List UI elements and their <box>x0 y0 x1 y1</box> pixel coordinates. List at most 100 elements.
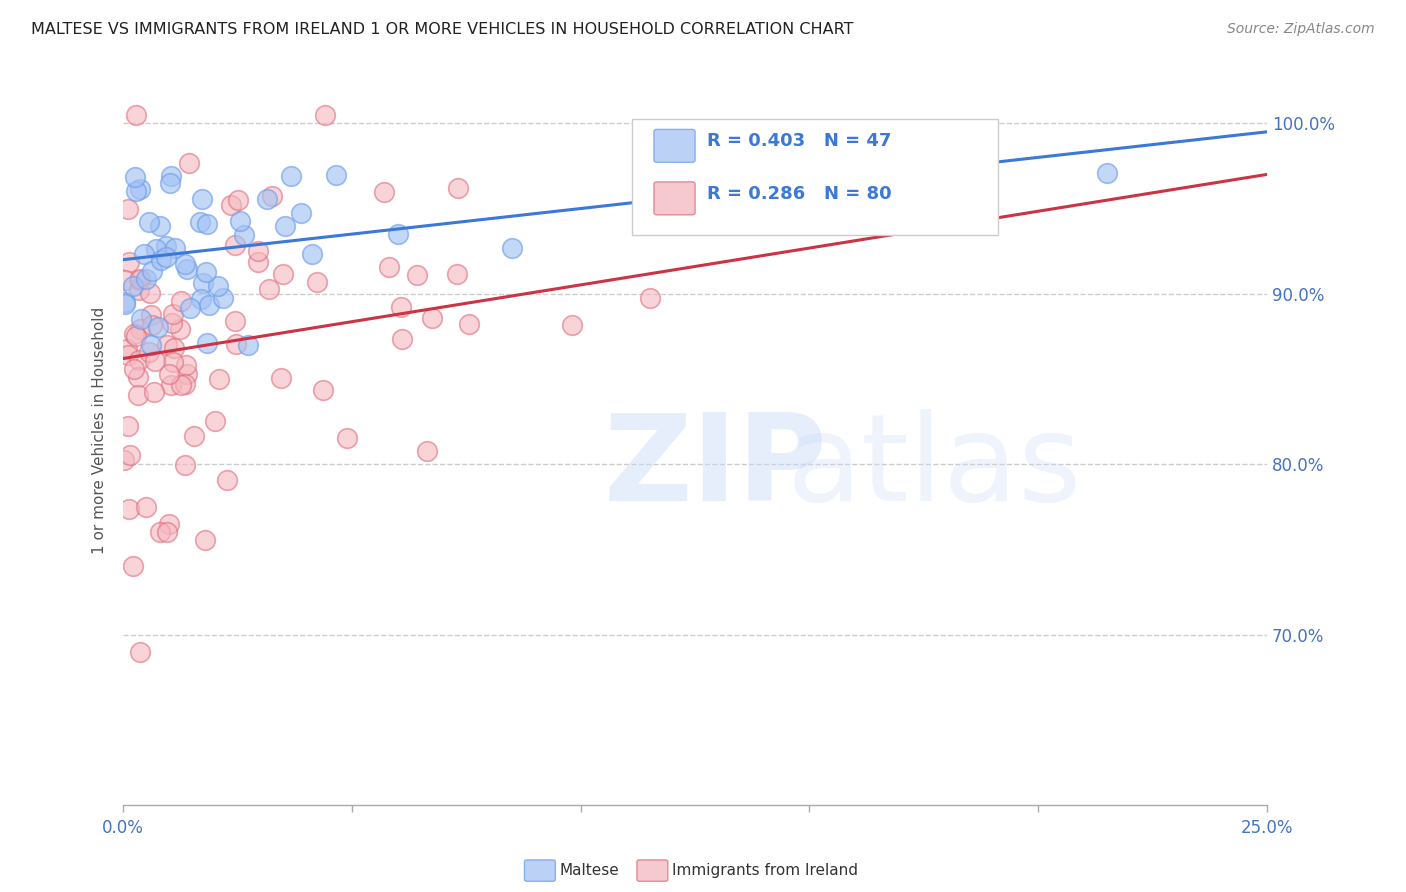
Point <box>163 341 186 355</box>
Point <box>188 215 211 229</box>
Point <box>446 267 468 281</box>
Point <box>204 414 226 428</box>
Point <box>307 275 329 289</box>
Point <box>155 238 177 252</box>
Point <box>139 308 162 322</box>
Point <box>141 338 163 352</box>
Point <box>405 268 427 282</box>
Point <box>173 376 195 391</box>
Point <box>325 168 347 182</box>
Point <box>389 301 412 315</box>
Point <box>238 338 260 352</box>
Point <box>191 192 214 206</box>
Point <box>122 559 145 574</box>
Point <box>176 262 198 277</box>
Point <box>145 242 167 256</box>
Point <box>128 352 150 367</box>
Point <box>143 354 166 368</box>
Point <box>118 254 141 268</box>
Point <box>229 213 252 227</box>
Point <box>247 255 270 269</box>
Point <box>193 277 215 291</box>
Point <box>162 354 184 368</box>
Point <box>257 282 280 296</box>
Point <box>124 185 146 199</box>
Point <box>219 197 242 211</box>
Point <box>314 108 336 122</box>
Point <box>122 361 145 376</box>
Point <box>174 458 197 472</box>
Point <box>127 388 149 402</box>
Point <box>159 176 181 190</box>
Point <box>844 152 866 166</box>
Point <box>122 278 145 293</box>
Point <box>141 318 163 333</box>
Point <box>301 247 323 261</box>
Point <box>256 192 278 206</box>
Text: Immigrants from Ireland: Immigrants from Ireland <box>672 863 858 878</box>
Point <box>128 283 150 297</box>
Point <box>149 525 172 540</box>
Point <box>378 260 401 274</box>
Point <box>157 516 180 531</box>
Point <box>159 377 181 392</box>
Point <box>260 189 283 203</box>
Text: MALTESE VS IMMIGRANTS FROM IRELAND 1 OR MORE VEHICLES IN HOUSEHOLD CORRELATION C: MALTESE VS IMMIGRANTS FROM IRELAND 1 OR … <box>31 22 853 37</box>
Point <box>638 291 661 305</box>
Point <box>211 291 233 305</box>
Point <box>561 318 583 332</box>
Point <box>114 273 136 287</box>
Text: Maltese: Maltese <box>560 863 619 878</box>
Point <box>179 155 201 169</box>
Point <box>194 533 217 548</box>
FancyBboxPatch shape <box>654 129 695 162</box>
Point <box>457 317 479 331</box>
Point <box>207 278 229 293</box>
Point <box>142 385 165 400</box>
Text: ZIP: ZIP <box>603 409 827 526</box>
Point <box>232 228 254 243</box>
Point <box>125 108 148 122</box>
Point <box>501 241 523 255</box>
Text: Source: ZipAtlas.com: Source: ZipAtlas.com <box>1227 22 1375 37</box>
Point <box>125 329 148 343</box>
Point <box>224 238 246 252</box>
Point <box>170 377 193 392</box>
Point <box>247 244 270 259</box>
Point <box>215 473 238 487</box>
Point <box>226 193 249 207</box>
FancyBboxPatch shape <box>633 119 998 235</box>
Point <box>146 319 169 334</box>
Point <box>373 185 395 199</box>
Point <box>117 419 139 434</box>
Text: atlas: atlas <box>786 409 1083 526</box>
Point <box>176 367 198 381</box>
Point <box>169 294 191 309</box>
Point <box>114 295 136 310</box>
Point <box>124 170 146 185</box>
Point <box>195 265 218 279</box>
Point <box>163 241 186 255</box>
Point <box>150 252 173 267</box>
Point <box>312 383 335 397</box>
Point <box>183 429 205 443</box>
Y-axis label: 1 or more Vehicles in Household: 1 or more Vehicles in Household <box>93 307 107 554</box>
Point <box>280 169 302 183</box>
Point <box>128 273 150 287</box>
Point <box>169 322 191 336</box>
Point <box>270 371 292 385</box>
Text: R = 0.286   N = 80: R = 0.286 N = 80 <box>707 185 891 202</box>
Point <box>138 345 160 359</box>
Point <box>157 368 180 382</box>
Point <box>160 169 183 183</box>
Point <box>274 219 297 234</box>
Point <box>290 206 312 220</box>
Point <box>162 307 184 321</box>
Point <box>132 247 155 261</box>
FancyBboxPatch shape <box>654 182 695 215</box>
Point <box>420 310 443 325</box>
Point <box>138 215 160 229</box>
Point <box>416 444 439 458</box>
Point <box>195 335 218 350</box>
Text: R = 0.403   N = 47: R = 0.403 N = 47 <box>707 132 891 151</box>
